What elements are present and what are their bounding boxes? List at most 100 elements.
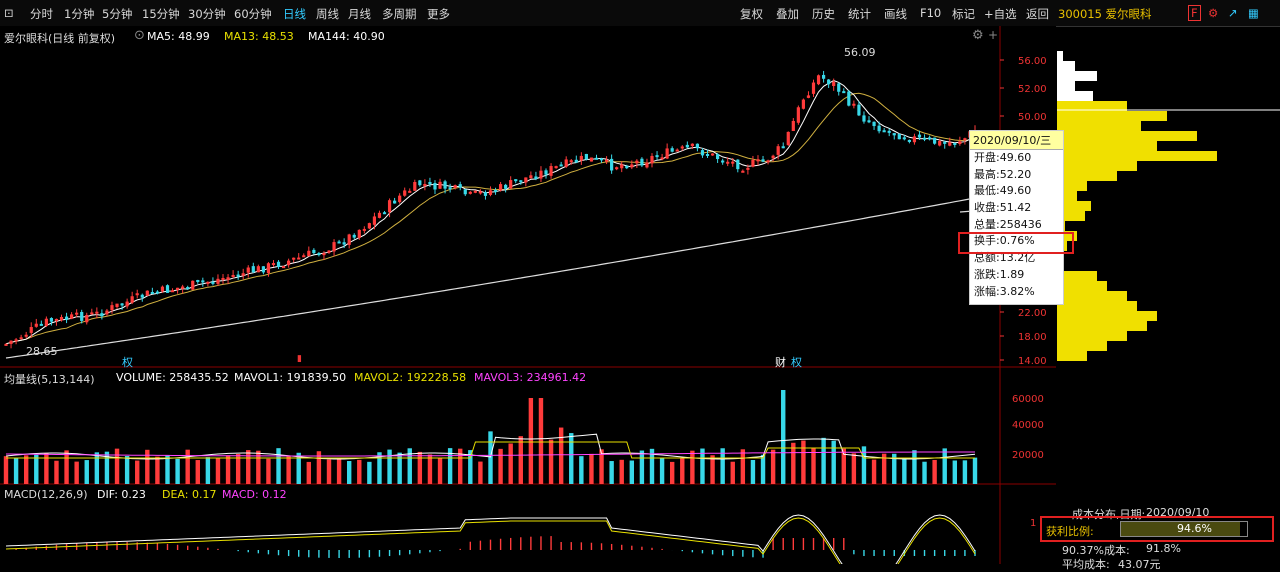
tab-period-10[interactable]: 更多 xyxy=(427,7,450,21)
chart-icon[interactable]: ▦ xyxy=(1248,6,1259,20)
candle-body xyxy=(413,182,417,191)
info-turnover: 换手:0.76% xyxy=(974,234,1035,248)
volume-bar xyxy=(680,458,685,484)
candle-body xyxy=(478,191,483,194)
volume-bar xyxy=(256,450,261,484)
marker-cai[interactable]: 财 xyxy=(775,356,786,369)
candle-body xyxy=(130,296,134,303)
candle-body xyxy=(19,337,23,340)
candle-body xyxy=(125,301,129,307)
candle-body xyxy=(791,120,795,132)
tab-period-0[interactable]: 分时 xyxy=(30,7,53,21)
toolbar-item-4[interactable]: 画线 xyxy=(884,7,907,21)
tab-period-1[interactable]: 1分钟 xyxy=(64,7,95,21)
candle-body xyxy=(615,167,619,170)
volume-bar xyxy=(74,461,79,484)
f-icon[interactable]: F xyxy=(1188,5,1201,21)
volume-bar xyxy=(690,450,695,484)
info-open: 开盘:49.60 xyxy=(974,151,1032,164)
candle-body xyxy=(867,120,871,123)
candle-body xyxy=(211,281,215,284)
tab-period-3[interactable]: 15分钟 xyxy=(142,7,180,21)
volume-bar xyxy=(861,446,867,484)
tab-period-6[interactable]: 日线 xyxy=(283,7,306,21)
candle-body xyxy=(529,175,533,179)
candle-body xyxy=(504,184,508,189)
candle-body xyxy=(524,177,528,183)
marker-quan-mid[interactable]: 权 xyxy=(791,356,802,369)
marker-flag[interactable]: ▮ xyxy=(297,354,302,364)
toolbar-item-7[interactable]: +自选 xyxy=(984,7,1017,21)
candle-body xyxy=(599,158,604,161)
toolbar-item-6[interactable]: 标记 xyxy=(952,7,975,21)
candle-body xyxy=(145,290,149,296)
volume-bar xyxy=(892,453,897,484)
volume-bar xyxy=(730,461,735,484)
candle-body xyxy=(292,257,296,260)
toolbar-item-1[interactable]: 叠加 xyxy=(776,7,799,21)
volume-bar xyxy=(558,427,564,484)
tab-period-9[interactable]: 多周期 xyxy=(382,7,417,21)
candle-body xyxy=(44,318,48,326)
candle-body xyxy=(620,164,624,169)
candle-body xyxy=(448,187,452,190)
volume-bar xyxy=(972,457,978,484)
macd-dea: DEA: 0.17 xyxy=(162,488,217,501)
ma144-label: MA144: 40.90 xyxy=(308,30,385,43)
volume-bar xyxy=(609,461,614,484)
volume-bar xyxy=(599,449,604,484)
info-icon[interactable]: ⊙ xyxy=(134,28,145,43)
volume-tick-1: 40000 xyxy=(1012,420,1044,431)
candle-body xyxy=(327,250,331,253)
volume-bar xyxy=(518,436,523,484)
candle-body xyxy=(297,257,301,260)
candle-body xyxy=(95,311,99,314)
volume-bar xyxy=(851,453,857,484)
candle-body xyxy=(756,159,760,162)
volume-bar xyxy=(468,450,473,484)
plus-icon[interactable]: + xyxy=(988,28,999,42)
arrow-icon[interactable]: ↗ xyxy=(1228,6,1238,20)
candle-body xyxy=(645,162,649,168)
info-high: 最高:52.20 xyxy=(974,167,1032,181)
candle-body xyxy=(766,160,770,163)
candle-body xyxy=(887,130,891,133)
ma144-line xyxy=(5,197,976,359)
settings-icon[interactable]: ⚙ xyxy=(1208,6,1219,20)
price-chart[interactable]: 56.0052.0050.0046.0042.0038.0034.0030.00… xyxy=(0,26,1280,564)
gear-icon[interactable]: ⚙ xyxy=(972,28,984,43)
marker-quan-left[interactable]: 权 xyxy=(122,356,133,369)
tab-period-4[interactable]: 30分钟 xyxy=(188,7,226,21)
toolbar-item-8[interactable]: 返回 xyxy=(1026,7,1049,21)
volume-bar xyxy=(336,458,342,484)
tab-period-7[interactable]: 周线 xyxy=(316,7,339,21)
candle-body xyxy=(872,121,876,127)
back-icon[interactable]: ⊡ xyxy=(4,6,14,20)
volume-bar xyxy=(508,443,513,484)
toolbar-item-0[interactable]: 复权 xyxy=(740,7,763,21)
candle-body xyxy=(938,140,942,146)
candle-body xyxy=(963,138,967,141)
volume-bar xyxy=(710,455,715,484)
macd-indicator-name: MACD(12,26,9) xyxy=(4,488,88,501)
toolbar-item-5[interactable]: F10 xyxy=(920,6,942,20)
tab-period-8[interactable]: 月线 xyxy=(348,7,371,21)
toolbar-item-3[interactable]: 统计 xyxy=(848,7,871,21)
tab-period-5[interactable]: 60分钟 xyxy=(234,7,272,21)
tab-period-2[interactable]: 5分钟 xyxy=(102,7,133,21)
volume-bar xyxy=(649,448,655,484)
candle-body xyxy=(514,179,518,182)
candle-body xyxy=(377,212,382,218)
high-price-label: 56.09 xyxy=(844,46,876,59)
volume-bar xyxy=(276,448,281,484)
candle-body xyxy=(312,249,316,254)
profit-ratio-fill xyxy=(1121,522,1241,536)
candle-body xyxy=(39,323,43,326)
candle-body xyxy=(59,316,64,321)
macd-tick-0: 1 xyxy=(1030,518,1036,529)
candle-body xyxy=(579,155,583,161)
candle-body xyxy=(594,157,599,160)
volume-bar xyxy=(801,440,806,484)
candle-body xyxy=(90,312,94,315)
toolbar-item-2[interactable]: 历史 xyxy=(812,7,835,21)
